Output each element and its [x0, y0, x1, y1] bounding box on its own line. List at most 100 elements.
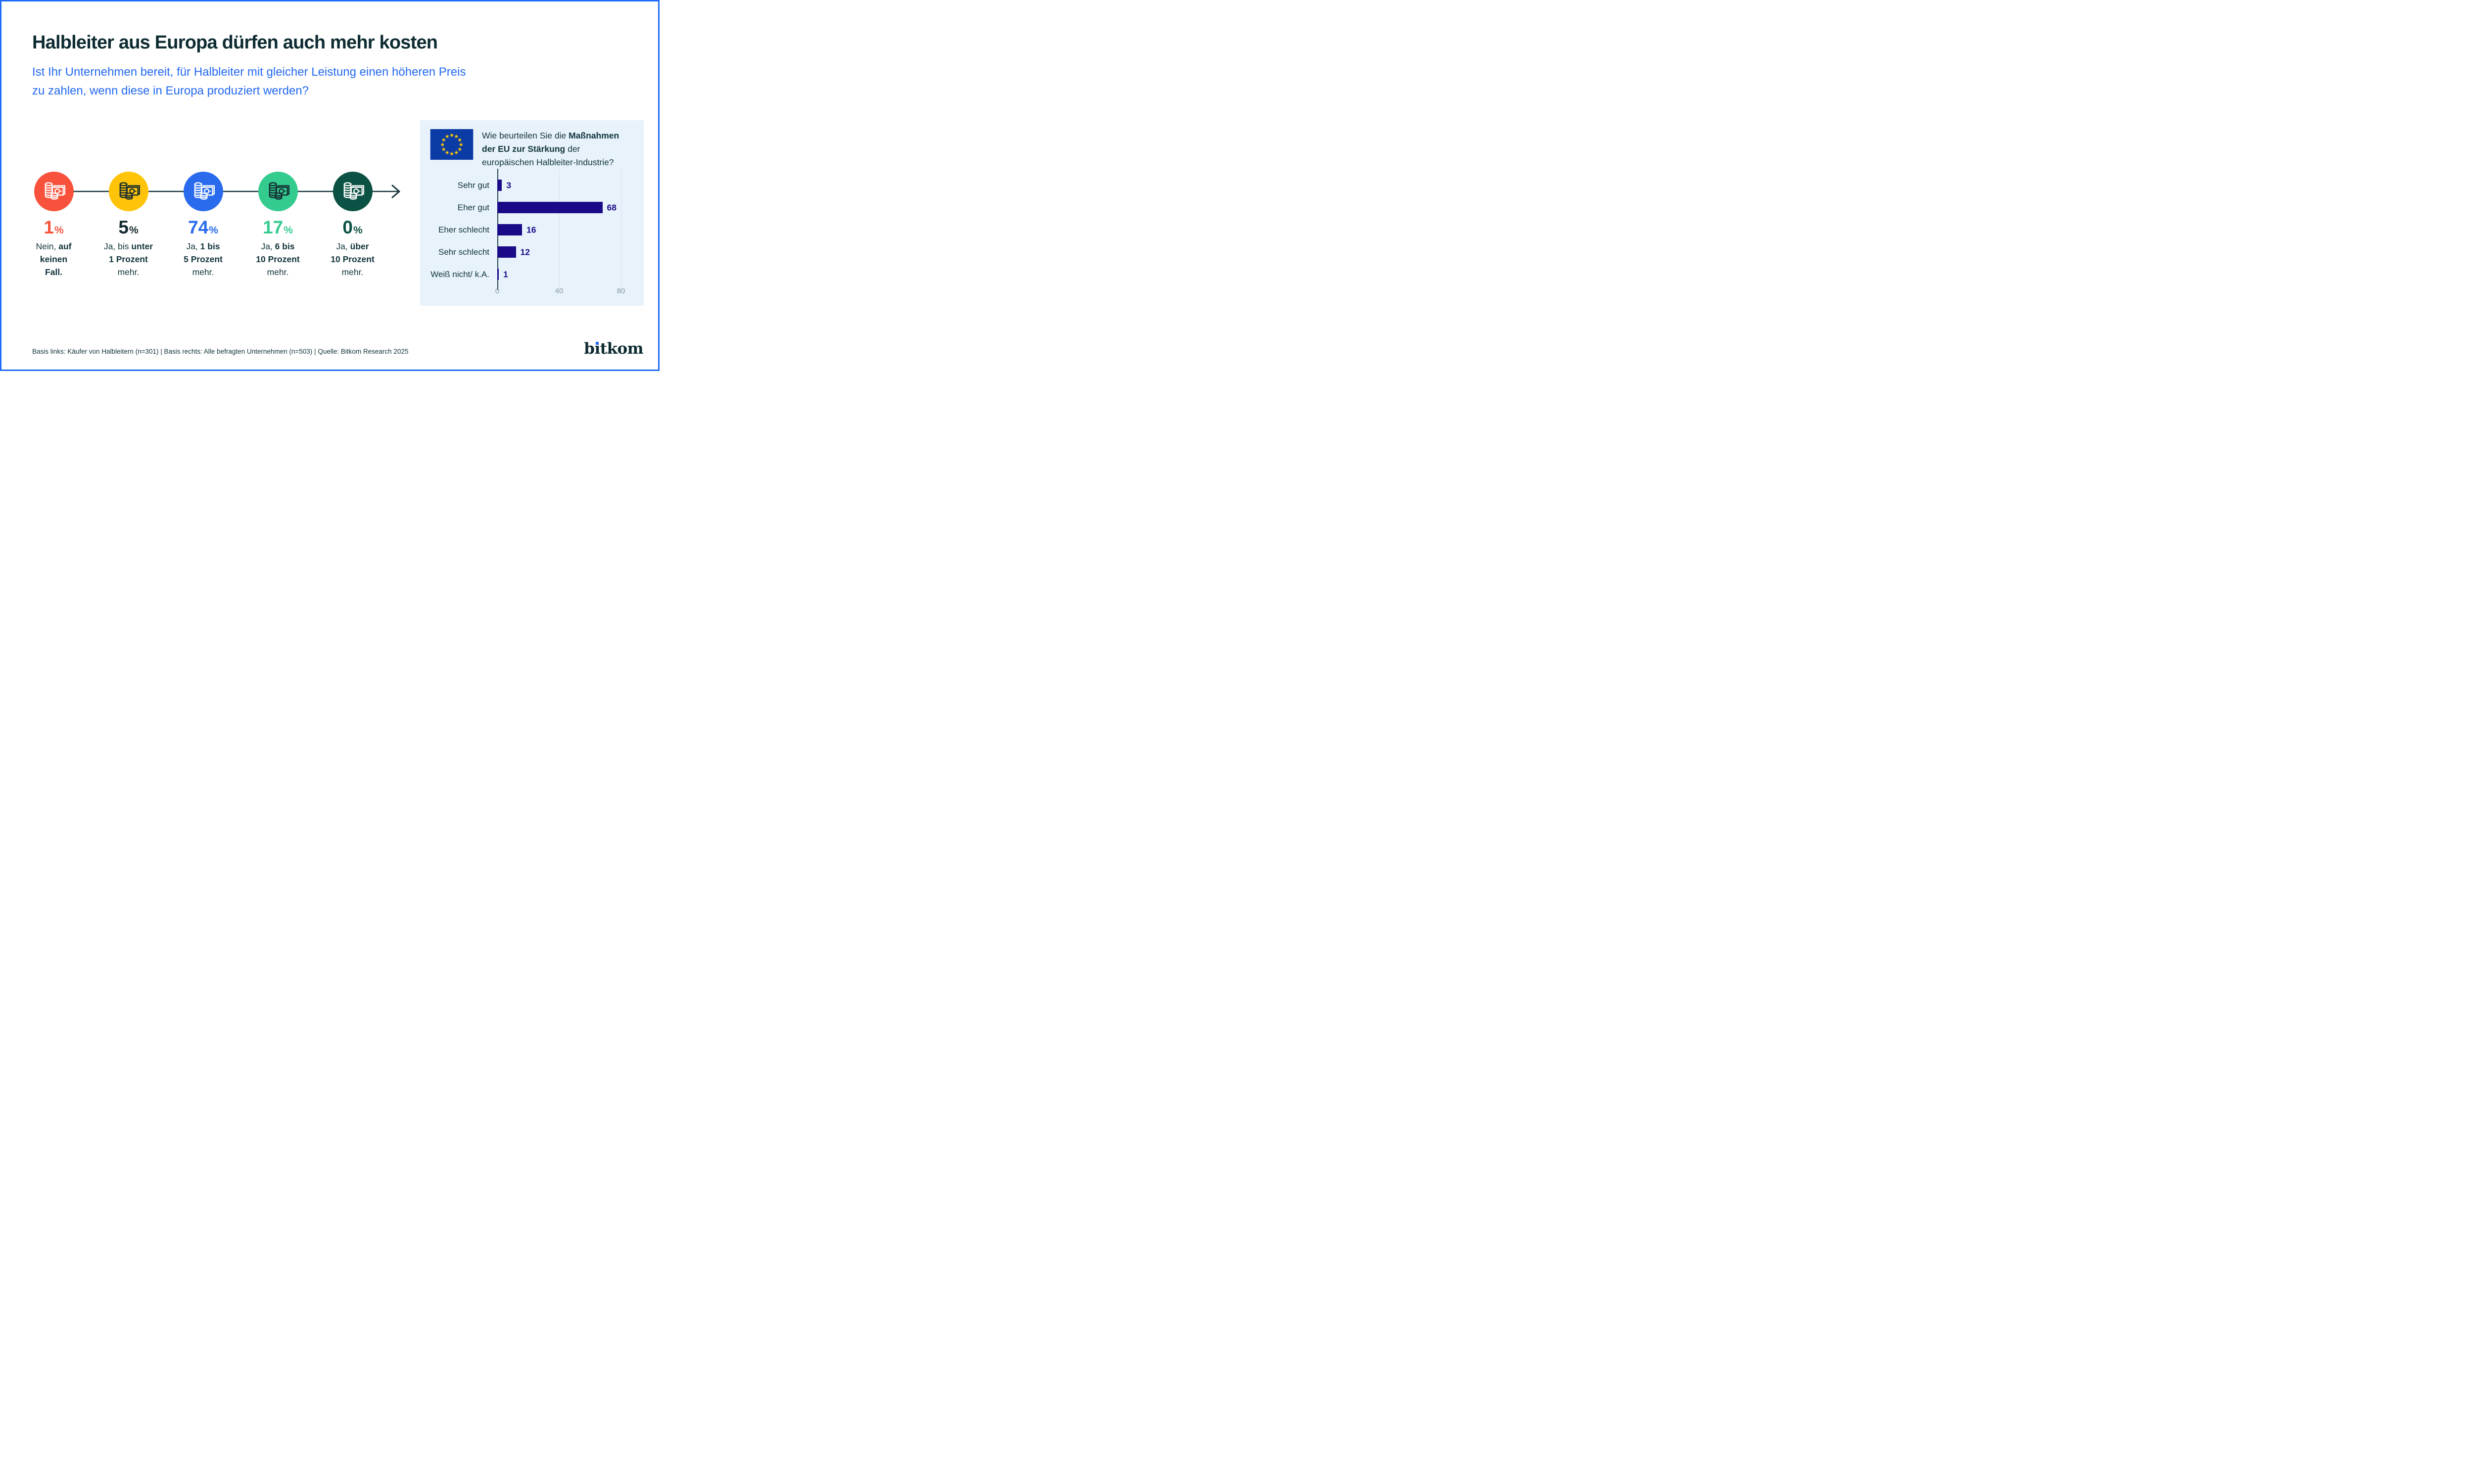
panel-question: Wie beurteilen Sie die Maßnahmen der EU z… — [482, 129, 619, 169]
scale-label-line: 10 Prozent — [331, 254, 375, 264]
source-note: Basis links: Käufer von Halbleitern (n=3… — [32, 348, 409, 355]
scale-label-line: 5 Prozent — [184, 254, 223, 264]
bar-value: 3 — [506, 180, 512, 190]
bar — [497, 224, 522, 235]
panel-header: ★ ★ ★ ★ ★ ★ ★ ★ ★ ★ ★ ★ Wie beurteilen Sie die… — [430, 129, 634, 169]
scale-percentage-value: 17 — [263, 217, 284, 237]
svg-text:★: ★ — [441, 146, 446, 152]
bar — [497, 202, 603, 213]
scale-label-line: 10 Prozent — [256, 254, 300, 264]
svg-text:★: ★ — [459, 141, 464, 148]
bar — [497, 180, 502, 191]
money-icon — [45, 182, 65, 200]
eu-measures-bar-chart: Sehr gut Eher gut Eher schlecht Sehr schlec… — [430, 169, 634, 295]
svg-text:★: ★ — [457, 137, 462, 143]
x-axis-ticks: 0 40 80 — [495, 287, 632, 297]
svg-text:★: ★ — [449, 151, 454, 157]
x-axis-tick: 0 — [495, 287, 500, 295]
bar-plot-area: 3 68 16 12 1 0 40 80 — [495, 169, 632, 295]
bar-row: 68 — [497, 196, 632, 219]
svg-text:★: ★ — [449, 132, 454, 139]
infographic-canvas: Halbleiter aus Europa dürfen auch mehr k… — [0, 0, 660, 371]
scale-percentage: 74% — [188, 218, 218, 237]
money-icon — [343, 182, 364, 200]
scale-label-line: Nein, auf — [36, 241, 72, 251]
scale-percentage-value: 1 — [44, 217, 54, 237]
svg-text:★: ★ — [445, 134, 450, 140]
scale-circle — [108, 172, 148, 211]
bar-value: 12 — [520, 247, 530, 257]
eu-measures-panel: ★ ★ ★ ★ ★ ★ ★ ★ ★ ★ ★ ★ Wie beurteilen Sie die… — [420, 120, 644, 306]
bar-category-label: Weiß nicht/ k.A. — [430, 269, 489, 279]
scale-percentage: 17% — [263, 218, 293, 237]
bar-category-label: Eher gut — [457, 202, 489, 212]
logo-i: ı — [594, 340, 600, 358]
scale-percentage-value: 0 — [342, 217, 353, 237]
scale-label-line: Ja, bis unter — [103, 241, 153, 251]
question-line: der EU zur Stärkung der — [482, 144, 580, 154]
scale-label: Nein, auf keinen Fall. — [36, 240, 72, 278]
bar — [497, 246, 516, 258]
svg-text:★: ★ — [454, 134, 459, 140]
scale-item: 74% Ja, 1 bis 5 Prozent mehr. — [166, 172, 240, 278]
scale-label-line: mehr. — [341, 267, 364, 277]
svg-text:★: ★ — [457, 146, 462, 152]
scale-label-line: Fall. — [45, 267, 62, 277]
scale-percentage: 5% — [118, 218, 138, 237]
logo-text: b — [584, 340, 595, 358]
subtitle-line: zu zahlen, wenn diese in Europa produzie… — [32, 84, 309, 97]
logo-i-dot — [596, 342, 599, 345]
page-subtitle: Ist Ihr Unternehmen bereit, für Halbleit… — [32, 63, 466, 100]
eu-flag-icon: ★ ★ ★★ ★★ ★★ ★★ ★★ — [430, 129, 474, 160]
scale-label-line: Ja, 1 bis — [186, 241, 220, 251]
scale-label: Ja, 6 bis 10 Prozent mehr. — [256, 240, 300, 278]
scale-label-line: 1 Prozent — [109, 254, 148, 264]
scale-percentage-value: 74 — [188, 217, 209, 237]
bar-row: 12 — [497, 241, 632, 263]
bar-category-label: Sehr gut — [457, 180, 489, 190]
scale-circle — [183, 172, 223, 211]
x-axis-tick: 80 — [617, 287, 625, 295]
percent-sign: % — [54, 225, 64, 236]
scale-label-line: Ja, über — [336, 241, 369, 251]
bar-value: 1 — [503, 269, 508, 279]
scale-circle — [34, 172, 74, 211]
svg-text:★: ★ — [445, 149, 450, 156]
money-icon — [194, 182, 215, 200]
scale-label: Ja, 1 bis 5 Prozent mehr. — [184, 240, 223, 278]
scale-circle — [333, 172, 373, 211]
scale-label-line: Ja, 6 bis — [261, 241, 295, 251]
scale-item: 5% Ja, bis unter 1 Prozent mehr. — [91, 172, 166, 278]
money-icon — [269, 182, 289, 200]
svg-text:★: ★ — [440, 141, 445, 148]
bar — [497, 269, 499, 280]
question-line: europäischen Halbleiter-Industrie? — [482, 157, 614, 167]
scale-percentage: 0% — [342, 218, 362, 237]
scale-percentage: 1% — [44, 218, 63, 237]
subtitle-line: Ist Ihr Unternehmen bereit, für Halbleit… — [32, 65, 466, 79]
scale-label-line: mehr. — [267, 267, 289, 277]
bar-row: 3 — [497, 174, 632, 196]
bar-row: 16 — [497, 219, 632, 241]
bitkom-logo: bı tkom — [584, 340, 643, 358]
x-axis-tick: 40 — [555, 287, 564, 295]
bar-value: 16 — [526, 225, 536, 234]
scale-label-line: mehr. — [192, 267, 214, 277]
bar-row: 1 — [497, 263, 632, 285]
scale-label: Ja, bis unter 1 Prozent mehr. — [104, 240, 153, 278]
percent-sign: % — [353, 225, 363, 236]
money-icon — [119, 182, 140, 200]
bar-value: 68 — [607, 202, 617, 212]
scale-item: 17% Ja, 6 bis 10 Prozent mehr. — [240, 172, 315, 278]
bar-category-label: Eher schlecht — [438, 225, 489, 234]
logo-text: tkom — [600, 340, 644, 358]
percent-sign: % — [284, 225, 293, 236]
scale-circle — [258, 172, 298, 211]
scale-item: 0% Ja, über 10 Prozent mehr. — [315, 172, 390, 278]
gridline — [559, 169, 560, 290]
scale-label-line: mehr. — [117, 267, 140, 277]
price-willingness-scale: 1% Nein, auf keinen Fall. 5% Ja, bis unter 1 … — [16, 172, 400, 278]
bar-category-labels: Sehr gut Eher gut Eher schlecht Sehr schlec… — [430, 174, 489, 285]
question-line: Wie beurteilen Sie die Maßnahmen — [482, 131, 619, 140]
svg-text:★: ★ — [454, 149, 459, 156]
